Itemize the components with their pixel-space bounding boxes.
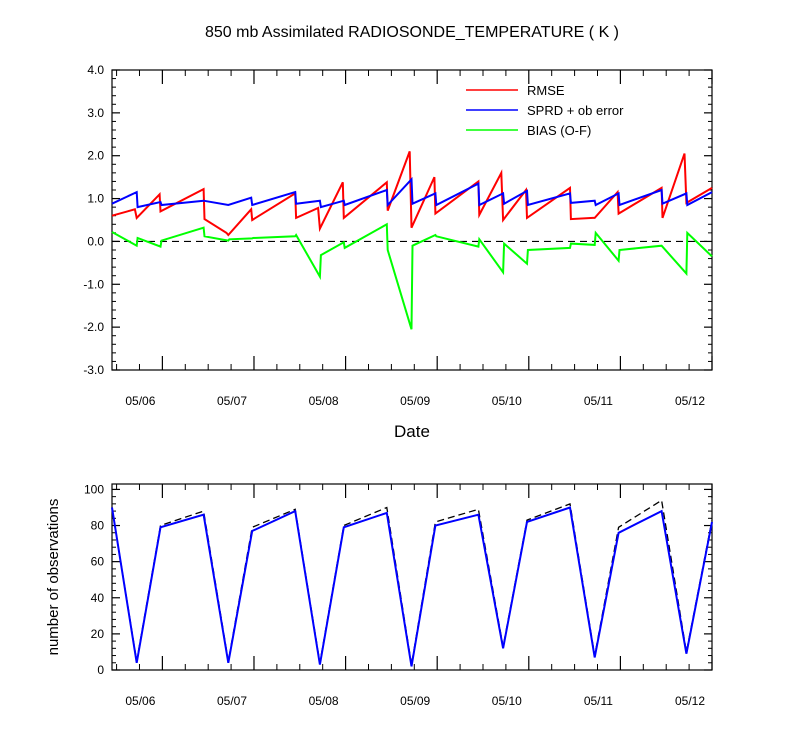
top-y-tick-label: 3.0 (87, 106, 104, 120)
top-x-tick-label: 05/06 (125, 394, 155, 408)
legend-label: RMSE (527, 83, 565, 98)
bottom-x-tick-label: 05/09 (400, 694, 430, 708)
top-y-tick-label: -3.0 (83, 363, 104, 377)
top-y-tick-label: 4.0 (87, 63, 104, 77)
bottom-y-tick-label: 20 (91, 627, 105, 641)
bottom-y-tick-label: 80 (91, 519, 105, 533)
top-series-line-rmse (111, 151, 713, 237)
top-x-tick-label: 05/12 (675, 394, 705, 408)
legend-label: BIAS (O-F) (527, 123, 591, 138)
bottom-y-tick-label: 0 (97, 663, 104, 677)
top-x-tick-label: 05/11 (584, 394, 613, 408)
bottom-y-tick-label: 40 (91, 591, 105, 605)
bottom-x-tick-label: 05/08 (309, 694, 339, 708)
top-plot-frame (111, 69, 713, 371)
bottom-y-tick-label: 100 (84, 482, 104, 496)
bottom-plot-frame (111, 483, 713, 671)
top-series-line-bias-o-f (111, 222, 713, 330)
top-y-tick-label: -2.0 (83, 320, 104, 334)
bottom-series-line-dashed (111, 499, 713, 665)
top-panel: 4.0 3.0 2.0 1.0 0.0 -1.0 -2.0 -3.0 05/06 05/07 05/… (83, 63, 713, 408)
top-y-tick-label: 2.0 (87, 149, 104, 163)
legend-label: SPRD + ob error (527, 103, 624, 118)
top-series-line-sprd-ob-error (111, 176, 713, 209)
y-axis-title-observations: number of observations (45, 499, 62, 656)
bottom-y-tick-label: 60 (91, 555, 105, 569)
bottom-series-line-solid (111, 506, 713, 667)
chart-title: 850 mb Assimilated RADIOSONDE_TEMPERATUR… (205, 24, 619, 41)
bottom-x-tick-label: 05/11 (584, 694, 613, 708)
bottom-x-tick-label: 05/07 (217, 694, 247, 708)
top-x-tick-label: 05/10 (492, 394, 522, 408)
top-y-tick-label: 1.0 (87, 192, 104, 206)
bottom-x-tick-label: 05/10 (492, 694, 522, 708)
x-axis-title: Date (394, 422, 430, 441)
top-x-tick-label: 05/07 (217, 394, 247, 408)
bottom-x-tick-label: 05/06 (125, 694, 155, 708)
top-y-tick-label: 0.0 (87, 234, 104, 248)
top-x-tick-label: 05/08 (309, 394, 339, 408)
bottom-panel: 0 20 40 60 80 100 05/06 05/07 05/08 05/09 05/10 05/… (84, 482, 713, 708)
bottom-x-tick-label: 05/12 (675, 694, 705, 708)
top-x-tick-label: 05/09 (400, 394, 430, 408)
top-y-tick-label: -1.0 (83, 277, 104, 291)
